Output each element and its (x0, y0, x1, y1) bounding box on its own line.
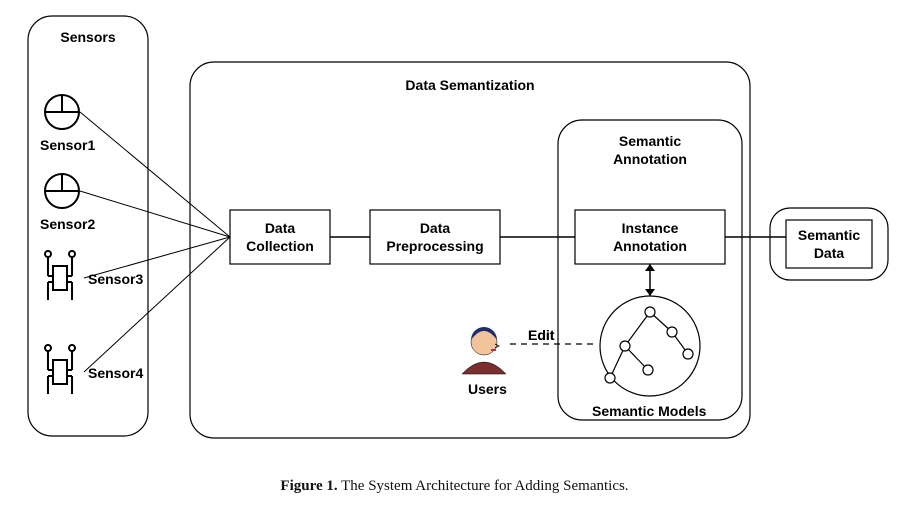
semantic-models-label: Semantic Models (592, 403, 707, 419)
semantization-title: Data Semantization (405, 77, 534, 93)
arrowhead-down (645, 289, 655, 296)
user-icon (462, 327, 506, 374)
instance-annotation-box (575, 210, 725, 264)
instance-annotation-label-line1: Instance (622, 220, 679, 236)
sensor-device-icon (53, 266, 67, 290)
architecture-svg: Sensors Data Semantization Semantic Annotat… (0, 0, 909, 460)
edge-sensor-to-collection (80, 191, 230, 237)
figure-caption-prefix: Figure 1. (280, 478, 337, 494)
tree-node (645, 307, 655, 317)
sensor-device-icon (53, 360, 67, 384)
tree-node (643, 365, 653, 375)
annotation-title-line2: Annotation (613, 151, 687, 167)
sensor2-label: Sensor2 (40, 216, 95, 232)
users-label: Users (468, 381, 507, 397)
edit-label-fg: Edit (528, 327, 555, 343)
tree-node (683, 349, 693, 359)
sensor1-label: Sensor1 (40, 137, 95, 153)
instance-annotation-label-line2: Annotation (613, 238, 687, 254)
data-collection-label-line1: Data (265, 220, 296, 236)
tree-node (620, 341, 630, 351)
sensors-title: Sensors (60, 29, 115, 45)
tree-node (667, 327, 677, 337)
annotation-title-line1: Semantic (619, 133, 681, 149)
edge-sensor-to-collection (80, 112, 230, 237)
arrowhead-up (645, 264, 655, 271)
data-collection-box (230, 210, 330, 264)
semantic-data-line1: Semantic (798, 227, 860, 243)
tree-node (605, 373, 615, 383)
sensor4-label: Sensor4 (88, 365, 143, 381)
data-collection-label-line2: Collection (246, 238, 314, 254)
figure-caption-text: The System Architecture for Adding Seman… (338, 478, 629, 494)
data-preprocessing-label-line1: Data (420, 220, 451, 236)
data-preprocessing-label-line2: Preprocessing (386, 238, 483, 254)
semantic-data-line2: Data (814, 245, 845, 261)
sensor3-label: Sensor3 (88, 271, 143, 287)
diagram-container: Sensors Data Semantization Semantic Annotat… (0, 0, 909, 495)
figure-caption: Figure 1. The System Architecture for Ad… (0, 478, 909, 495)
data-preprocessing-box (370, 210, 500, 264)
